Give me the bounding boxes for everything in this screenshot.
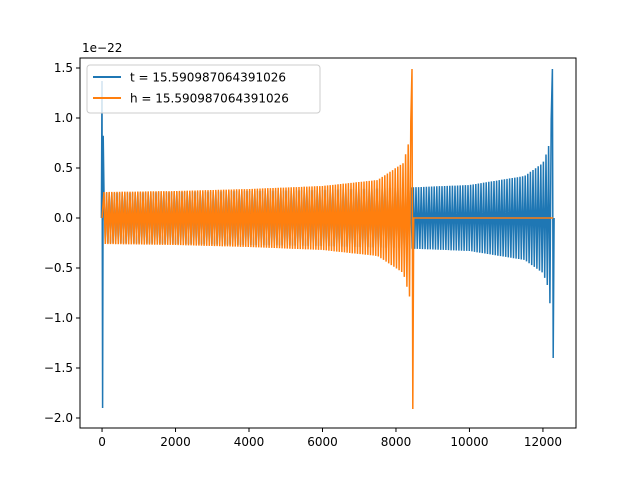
x-tick-label: 2000 [160,435,191,449]
x-tick-label: 6000 [307,435,338,449]
y-tick-label: −1.5 [44,361,73,375]
y-tick-label: −2.0 [44,411,73,425]
x-tick-label: 0 [98,435,106,449]
x-tick-label: 4000 [234,435,265,449]
series-layer [100,68,555,410]
y-scale-label: 1e−22 [82,41,122,55]
series-line-1 [101,68,554,410]
y-tick-label: −0.5 [44,261,73,275]
y-tick-label: 1.0 [54,111,73,125]
legend: t = 15.590987064391026 h = 15.59098706439… [86,64,321,114]
x-tick-label: 10000 [450,435,488,449]
x-tick-label: 12000 [524,435,562,449]
y-axis: −2.0 −1.5 −1.0 −0.5 0.0 0.5 1.0 1.5 [44,61,80,425]
plot-frame [79,57,577,429]
legend-label-0: t = 15.590987064391026 [130,71,286,85]
legend-box [86,64,321,114]
x-tick-label: 8000 [381,435,412,449]
x-axis: 0 2000 4000 6000 8000 10000 12000 [98,428,562,449]
y-tick-label: 0.5 [54,161,73,175]
y-tick-label: 1.5 [54,61,73,75]
legend-label-1: h = 15.590987064391026 [130,92,289,106]
y-tick-label: 0.0 [54,211,73,225]
y-tick-label: −1.0 [44,311,73,325]
